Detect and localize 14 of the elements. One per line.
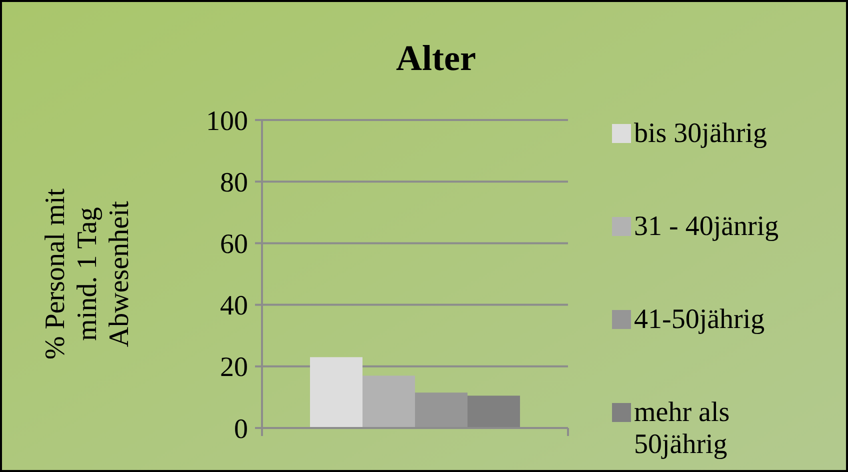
y-tick-label: 80	[220, 167, 248, 198]
y-tick-label: 20	[220, 352, 248, 384]
bar	[310, 357, 362, 428]
y-tick-label: 100	[206, 106, 248, 137]
y-tick-label: 0	[234, 414, 248, 445]
legend-label: 41-50jährig	[634, 304, 765, 335]
y-axis-title: % Personal mit mind. 1 Tag Abwesenheit	[40, 188, 135, 360]
y-tick-label: 60	[220, 229, 248, 260]
bar	[362, 376, 415, 428]
chart-title: Alter	[396, 38, 476, 78]
y-tick-label: 40	[220, 290, 248, 322]
legend-label: mehr als 50jährig	[634, 396, 730, 460]
legend-label: 31 - 40jänrig	[634, 210, 779, 242]
legend-label: bis 30jährig	[634, 118, 767, 149]
